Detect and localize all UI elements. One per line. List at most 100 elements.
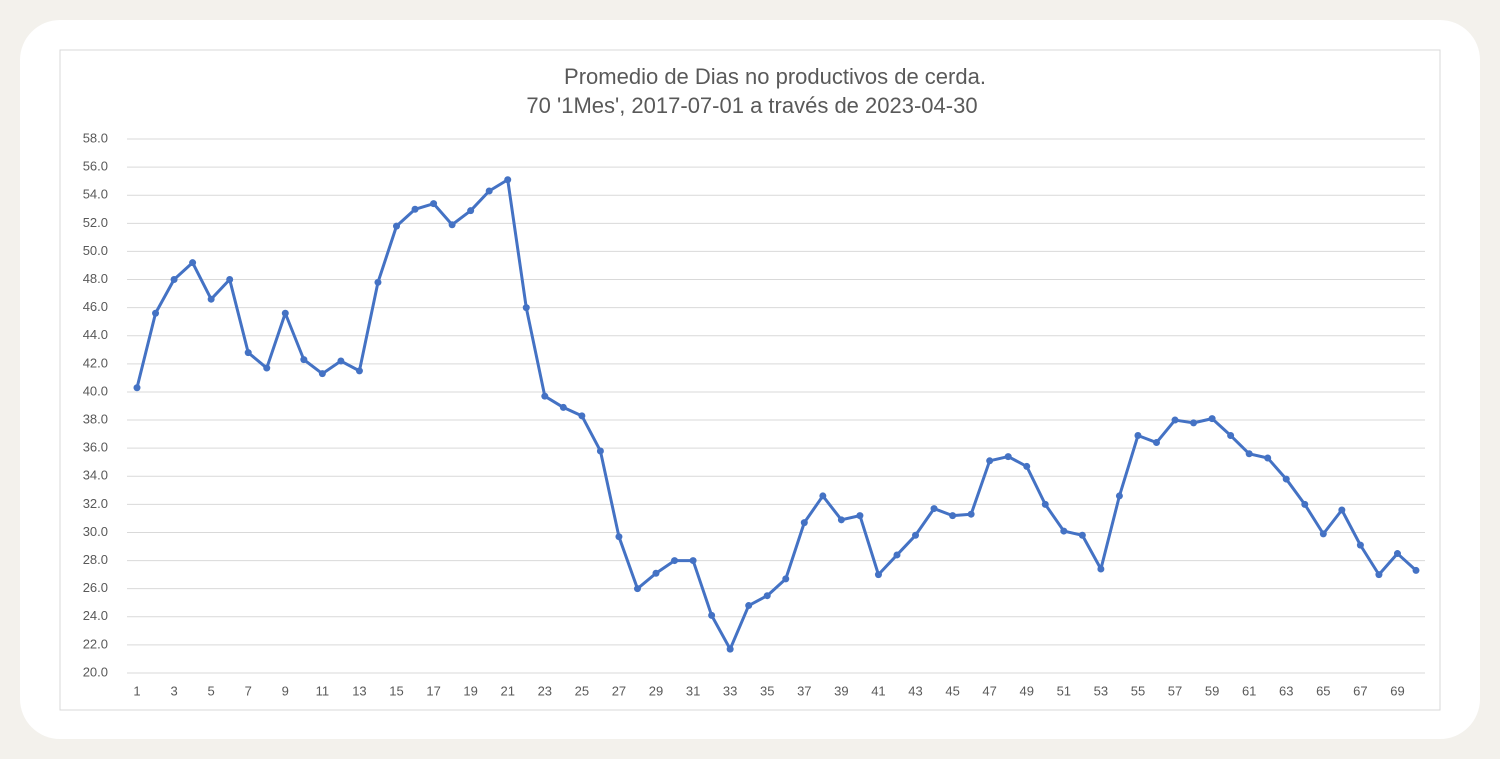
y-tick-label: 20.0 xyxy=(83,664,108,679)
marker xyxy=(467,207,475,215)
x-tick-label: 17 xyxy=(426,683,440,698)
marker xyxy=(485,187,493,195)
y-tick-label: 28.0 xyxy=(83,552,108,567)
marker xyxy=(1152,439,1160,447)
marker xyxy=(1375,571,1383,579)
marker xyxy=(615,533,623,541)
marker xyxy=(1356,541,1364,549)
x-tick-label: 67 xyxy=(1353,683,1367,698)
x-tick-label: 61 xyxy=(1242,683,1256,698)
x-tick-label: 9 xyxy=(282,683,289,698)
marker xyxy=(337,357,345,365)
x-tick-label: 45 xyxy=(945,683,959,698)
marker xyxy=(1338,506,1346,514)
y-tick-label: 54.0 xyxy=(83,187,108,202)
marker xyxy=(152,309,160,317)
marker xyxy=(689,557,697,565)
y-tick-label: 56.0 xyxy=(83,159,108,174)
x-tick-label: 43 xyxy=(908,683,922,698)
marker xyxy=(189,259,197,267)
x-tick-label: 5 xyxy=(208,683,215,698)
marker xyxy=(1245,450,1253,458)
x-tick-label: 59 xyxy=(1205,683,1219,698)
marker xyxy=(207,295,215,303)
x-tick-label: 19 xyxy=(463,683,477,698)
y-tick-label: 48.0 xyxy=(83,271,108,286)
marker xyxy=(652,569,660,577)
marker xyxy=(782,575,790,583)
marker xyxy=(1282,475,1290,483)
marker xyxy=(949,512,957,520)
marker xyxy=(1301,500,1309,508)
marker xyxy=(745,602,753,610)
y-tick-label: 58.0 xyxy=(83,130,108,145)
x-tick-label: 37 xyxy=(797,683,811,698)
x-tick-label: 15 xyxy=(389,683,403,698)
marker xyxy=(1134,432,1142,440)
x-tick-label: 3 xyxy=(170,683,177,698)
y-tick-label: 36.0 xyxy=(83,440,108,455)
marker xyxy=(1264,454,1272,462)
marker xyxy=(874,571,882,579)
marker xyxy=(393,222,401,230)
marker xyxy=(170,276,178,284)
marker xyxy=(1060,527,1068,535)
x-tick-label: 55 xyxy=(1131,683,1145,698)
x-tick-label: 13 xyxy=(352,683,366,698)
marker xyxy=(912,531,920,539)
marker xyxy=(671,557,679,565)
marker xyxy=(504,176,512,184)
x-tick-label: 11 xyxy=(316,683,330,698)
marker xyxy=(1190,419,1198,427)
marker xyxy=(837,516,845,524)
x-tick-label: 47 xyxy=(982,683,996,698)
y-tick-label: 46.0 xyxy=(83,299,108,314)
x-tick-label: 63 xyxy=(1279,683,1293,698)
x-tick-label: 29 xyxy=(649,683,663,698)
marker xyxy=(244,349,252,357)
y-tick-label: 22.0 xyxy=(83,636,108,651)
x-tick-label: 51 xyxy=(1057,683,1071,698)
x-tick-label: 7 xyxy=(245,683,252,698)
marker xyxy=(986,457,994,465)
marker xyxy=(355,367,363,375)
marker xyxy=(226,276,234,284)
marker xyxy=(1041,500,1049,508)
x-tick-label: 41 xyxy=(871,683,885,698)
marker xyxy=(133,384,141,392)
x-tick-label: 69 xyxy=(1390,683,1404,698)
marker xyxy=(430,200,438,208)
x-tick-label: 39 xyxy=(834,683,848,698)
marker xyxy=(318,370,326,378)
y-tick-label: 44.0 xyxy=(83,327,108,342)
x-tick-label: 27 xyxy=(612,683,626,698)
chart-title: Promedio de Dias no productivos de cerda… xyxy=(564,64,986,89)
x-tick-label: 23 xyxy=(538,683,552,698)
y-tick-label: 30.0 xyxy=(83,524,108,539)
y-tick-label: 40.0 xyxy=(83,383,108,398)
y-tick-label: 50.0 xyxy=(83,243,108,258)
marker xyxy=(578,412,586,420)
marker xyxy=(800,519,808,527)
marker xyxy=(411,205,419,213)
chart-subtitle: 70 '1Mes', 2017-07-01 a través de 2023-0… xyxy=(526,93,977,118)
marker xyxy=(541,392,549,400)
x-tick-label: 57 xyxy=(1168,683,1182,698)
marker xyxy=(1115,492,1123,500)
y-tick-label: 26.0 xyxy=(83,580,108,595)
x-tick-label: 49 xyxy=(1020,683,1034,698)
marker xyxy=(374,278,382,286)
marker xyxy=(596,447,604,455)
x-tick-label: 33 xyxy=(723,683,737,698)
x-tick-label: 25 xyxy=(575,683,589,698)
marker xyxy=(967,510,975,518)
marker xyxy=(930,505,938,513)
x-tick-label: 65 xyxy=(1316,683,1330,698)
x-tick-label: 35 xyxy=(760,683,774,698)
y-tick-label: 38.0 xyxy=(83,411,108,426)
marker xyxy=(559,403,567,411)
marker xyxy=(300,356,308,364)
marker xyxy=(819,492,827,500)
marker xyxy=(1393,550,1401,558)
